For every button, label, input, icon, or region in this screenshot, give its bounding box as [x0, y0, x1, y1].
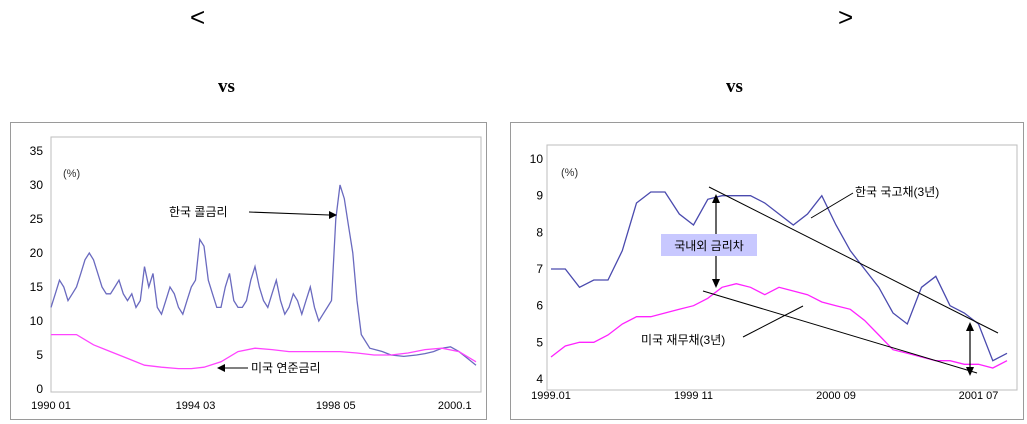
r-y-tick-label: 5: [536, 335, 543, 349]
l-x-tick-label: 1994 03: [176, 400, 216, 412]
left-annotation-us-arrowhead: [217, 364, 225, 372]
l-y-tick-label: 25: [30, 212, 44, 226]
l-series-line-1: [51, 333, 477, 370]
r-x-tick-label: 2000 09: [816, 390, 856, 402]
spread-label-box: [661, 234, 757, 256]
r-y-tick-label: 10: [530, 152, 544, 166]
trend-line-korea: [708, 186, 999, 334]
spread-arrowhead-left-top: [712, 194, 720, 203]
spread-arrowhead-left-bottom: [712, 279, 720, 288]
right-close-bracket: >: [838, 2, 854, 32]
r-x-tick-label: 1999 11: [674, 390, 713, 402]
right-chart-panel: 4 5 6 7 8 9 10 1999.01 1999 11 2000 09 2001 07 국내…: [510, 122, 1024, 420]
left-chart-panel: 0 5 10 15 20 25 30 35 1990 01 1994 03 1998 05 2000…: [10, 122, 487, 420]
r-y-tick-label: 8: [536, 225, 543, 239]
l-x-tick-label: 2000.1: [438, 400, 472, 412]
left-open-bracket: <: [190, 2, 206, 32]
l-y-tick-label: 5: [36, 348, 43, 362]
r-y-tick-label: 9: [536, 189, 543, 203]
left-annotation-korea-arrow: [248, 211, 330, 216]
vs-label-left: vs: [218, 76, 235, 97]
r-x-tick-label: 1999.01: [531, 390, 571, 402]
right-annotation-us-arrow: [742, 305, 804, 338]
left-unit-label: (%): [63, 168, 80, 180]
l-x-tick-label: 1990 01: [31, 400, 71, 412]
right-plot-area: [546, 144, 1018, 391]
r-series-line-0: [551, 191, 1008, 362]
r-x-tick-label: 2001 07: [959, 390, 999, 402]
vs-label-right: vs: [726, 76, 743, 97]
right-chart: 4 5 6 7 8 9 10 1999.01 1999 11 2000 09 2001 07 국내…: [530, 144, 1018, 402]
r-y-tick-label: 6: [536, 299, 543, 313]
r-y-tick-label: 4: [536, 372, 543, 386]
spread-arrowhead-right-bottom: [966, 367, 974, 376]
left-annotation-korea: 한국 콜금리: [169, 205, 228, 219]
left-annotation-us: 미국 연준금리: [251, 361, 321, 375]
l-y-tick-label: 0: [36, 382, 43, 396]
right-annotation-us: 미국 재무채(3년): [641, 333, 725, 347]
spread-label: 국내외 금리차: [674, 239, 744, 253]
l-y-tick-label: 20: [30, 246, 44, 260]
r-y-tick-label: 7: [536, 262, 543, 276]
spread-arrowhead-right-top: [966, 322, 974, 331]
l-y-tick-label: 15: [30, 280, 44, 294]
trend-line-us: [702, 290, 978, 374]
l-y-tick-label: 35: [30, 144, 44, 158]
left-annotation-korea-arrowhead: [329, 211, 337, 219]
l-y-tick-label: 10: [30, 314, 44, 328]
left-chart: 0 5 10 15 20 25 30 35 1990 01 1994 03 1998 05 2000…: [30, 136, 482, 412]
l-series-line-0: [50, 184, 477, 366]
right-annotation-korea-arrow: [810, 192, 854, 219]
l-y-tick-label: 30: [30, 178, 44, 192]
right-annotation-korea: 한국 국고채(3년): [855, 185, 939, 199]
l-x-tick-label: 1998 05: [316, 400, 356, 412]
right-unit-label: (%): [561, 167, 578, 179]
